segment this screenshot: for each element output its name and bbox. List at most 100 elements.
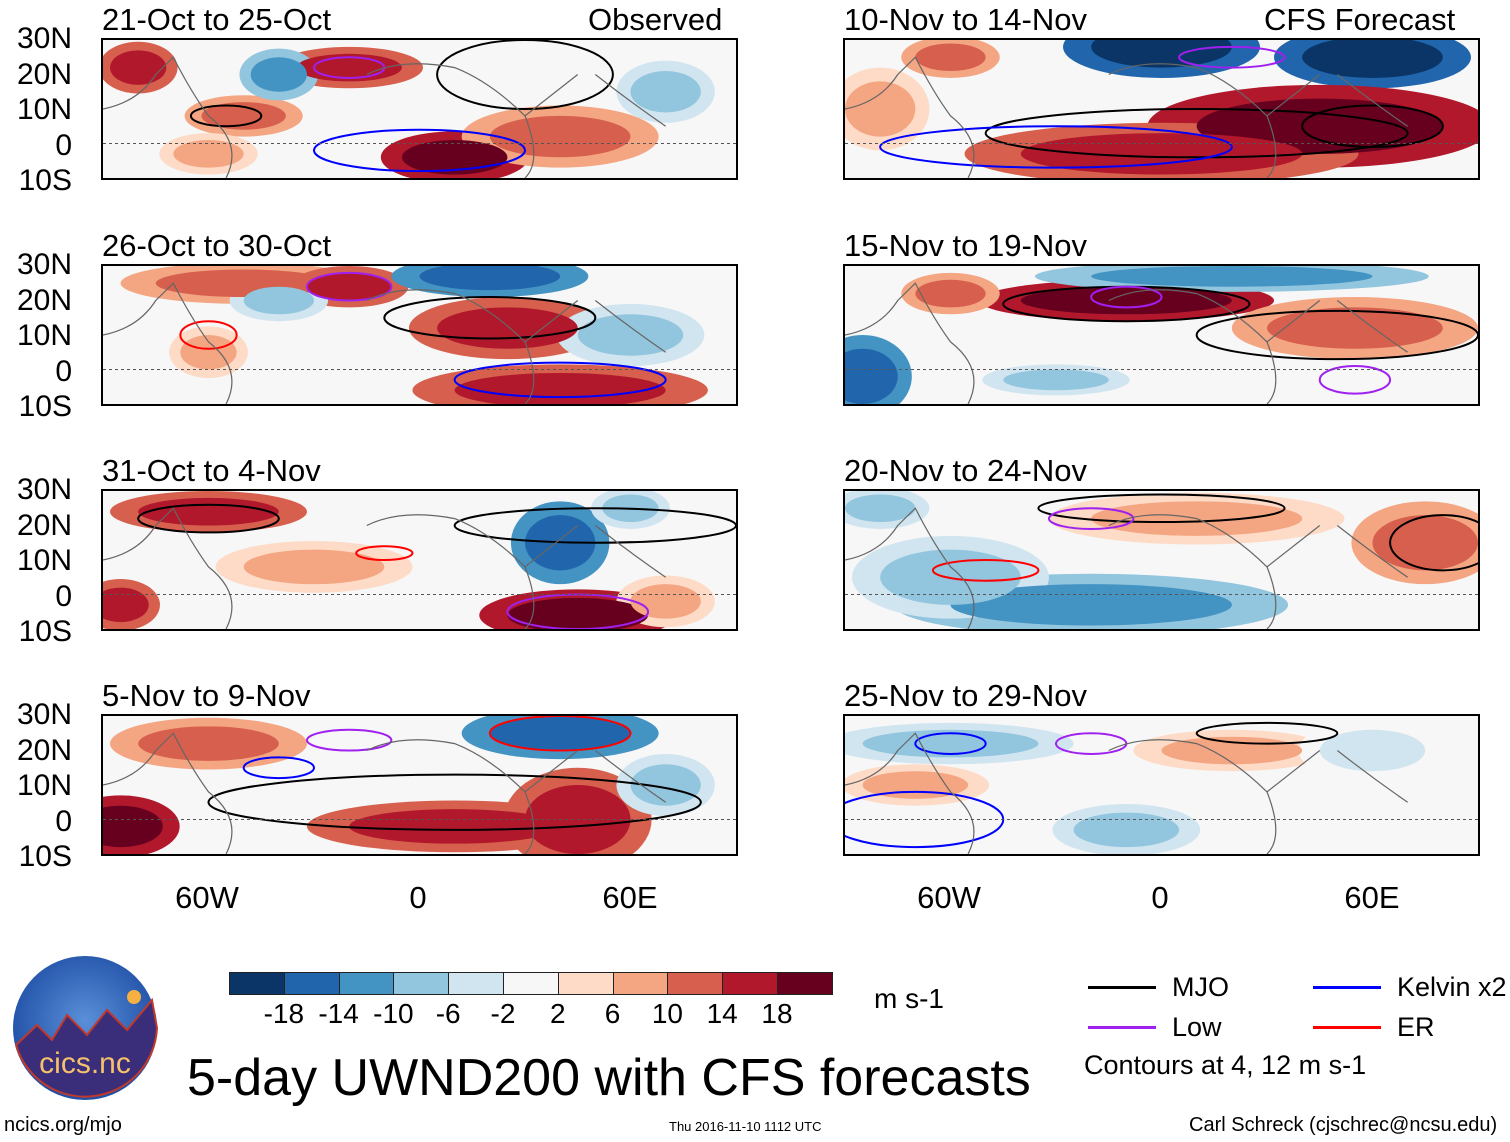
anomaly-core xyxy=(437,307,578,349)
legend-line xyxy=(1088,1026,1156,1029)
coastline xyxy=(103,283,666,404)
colorbar-label: -14 xyxy=(318,998,359,1029)
panel-title: 20-Nov to 24-Nov xyxy=(844,453,1087,488)
colorbar-label: 14 xyxy=(706,998,738,1029)
coastline xyxy=(103,508,666,629)
wave-contour xyxy=(314,130,525,171)
wave-contour xyxy=(1197,311,1478,359)
colorbar-label: 2 xyxy=(550,998,566,1029)
coastline xyxy=(845,733,1408,854)
wave-contour xyxy=(455,363,666,398)
lat-label: 10N xyxy=(16,769,72,802)
colorbar-swatch xyxy=(557,972,614,995)
colorbar-label: -10 xyxy=(373,998,414,1029)
lat-label: 20N xyxy=(16,733,72,767)
wave-contour xyxy=(455,508,736,543)
anomaly-core xyxy=(507,597,649,629)
anomaly-core xyxy=(173,140,244,168)
legend-label: ER xyxy=(1397,1012,1435,1042)
anomaly-core xyxy=(138,726,279,761)
colorbar-label: 18 xyxy=(761,998,793,1029)
panel-title: 5-Nov to 9-Nov xyxy=(102,678,311,713)
wave-contour xyxy=(1320,366,1390,394)
cics-logo: cics.nc xyxy=(13,956,158,1100)
anomaly-core xyxy=(103,587,149,623)
lat-label: 10N xyxy=(16,544,72,577)
anomaly-core xyxy=(862,729,1039,758)
lat-label: 10S xyxy=(18,390,72,423)
lat-label: 30N xyxy=(16,698,72,731)
lon-label: 60E xyxy=(1344,880,1400,915)
wave-contour xyxy=(307,273,391,301)
footer-url[interactable]: ncics.org/mjo xyxy=(4,1114,122,1136)
anomaly-core xyxy=(1091,40,1232,68)
map-panel xyxy=(101,489,738,631)
lat-label: 0 xyxy=(55,579,72,613)
lat-label: 20N xyxy=(16,508,72,542)
forecast-header: CFS Forecast xyxy=(1264,2,1456,37)
legend-label: Low xyxy=(1172,1012,1222,1042)
wave-contour xyxy=(986,109,1408,157)
anomaly-core xyxy=(349,809,561,844)
anomaly-core xyxy=(1020,286,1232,315)
anomaly-core xyxy=(845,348,898,404)
svg-text:cics.nc: cics.nc xyxy=(39,1047,131,1080)
anomaly-core xyxy=(138,497,279,526)
colorbar-swatch xyxy=(448,972,505,995)
anomaly-core xyxy=(489,115,631,158)
anomaly-core xyxy=(1302,40,1443,78)
wave-contour xyxy=(191,106,261,127)
panel-title: 31-Oct to 4-Nov xyxy=(102,453,321,488)
anomaly-core xyxy=(180,335,237,370)
colorbar-label: -2 xyxy=(490,998,516,1029)
footer-credit: Carl Schreck (cjschrec@ncsu.edu) xyxy=(1189,1114,1498,1136)
colorbar-label: 10 xyxy=(651,998,683,1029)
legend-note: Contours at 4, 12 m s-1 xyxy=(1084,1050,1367,1080)
anomaly-core xyxy=(1319,729,1426,772)
wave-contour xyxy=(180,321,236,349)
lat-label: 20N xyxy=(16,57,72,91)
map-panel xyxy=(843,714,1480,856)
colorbar-label: -6 xyxy=(435,998,461,1029)
lat-label: 0 xyxy=(55,804,72,838)
lat-label: 10N xyxy=(16,93,72,126)
anomaly-core xyxy=(630,584,701,619)
wave-contour xyxy=(307,730,391,751)
legend-label: Kelvin x2 xyxy=(1397,972,1507,1002)
anomaly-core xyxy=(243,286,314,315)
lon-label: 60E xyxy=(602,880,658,915)
lat-label: 30N xyxy=(16,473,72,506)
anomaly-core xyxy=(243,549,385,585)
map-panel xyxy=(101,38,738,180)
lat-label: 30N xyxy=(16,22,72,55)
figure-title: 5-day UWND200 with CFS forecasts xyxy=(187,1049,1031,1107)
lon-label: 60W xyxy=(917,880,981,915)
anomaly-core xyxy=(103,805,163,848)
map-panel xyxy=(843,264,1480,406)
map-panel xyxy=(843,489,1480,631)
coastline xyxy=(845,283,1408,404)
anomaly-core xyxy=(419,266,561,291)
colorbar-units: m s-1 xyxy=(874,983,944,1014)
lat-label: 10S xyxy=(18,615,72,648)
wave-contour xyxy=(880,126,1232,167)
anomaly-core xyxy=(1073,812,1180,848)
wave-contour xyxy=(437,40,613,109)
legend-line xyxy=(1088,986,1156,989)
wave-contour xyxy=(1302,106,1443,147)
map-panel xyxy=(101,714,738,856)
wave-contour xyxy=(915,733,985,754)
colorbar-swatch xyxy=(722,972,779,995)
colorbar-label: 6 xyxy=(604,998,621,1029)
anomaly-core xyxy=(577,314,684,356)
anomaly-core xyxy=(915,279,986,308)
colorbar-swatch xyxy=(338,972,395,995)
coastline xyxy=(845,508,1408,629)
wave-contour xyxy=(356,546,412,560)
lat-label: 0 xyxy=(55,354,72,388)
anomaly-core xyxy=(489,716,631,751)
anomaly-core xyxy=(110,50,167,85)
wave-contour xyxy=(1049,508,1133,529)
wave-contour xyxy=(1197,723,1338,744)
